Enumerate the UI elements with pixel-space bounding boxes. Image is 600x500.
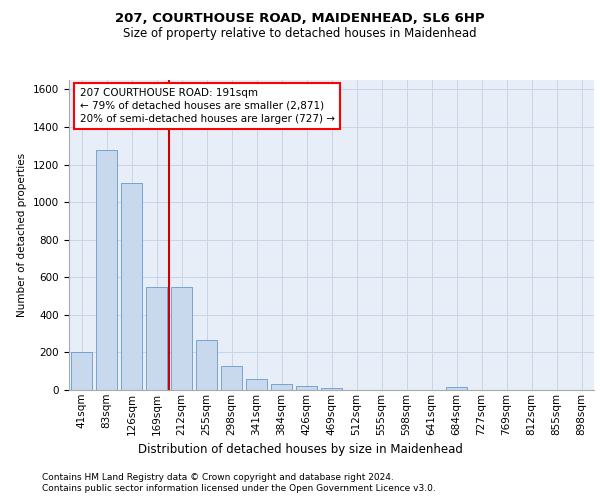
Y-axis label: Number of detached properties: Number of detached properties: [17, 153, 28, 317]
Bar: [196, 340, 217, 390]
Bar: [171, 286, 192, 390]
Text: Contains public sector information licensed under the Open Government Licence v3: Contains public sector information licen…: [42, 484, 436, 493]
Text: 207 COURTHOUSE ROAD: 191sqm
← 79% of detached houses are smaller (2,871)
20% of : 207 COURTHOUSE ROAD: 191sqm ← 79% of det…: [79, 88, 335, 124]
Bar: [146, 286, 167, 390]
Bar: [96, 150, 117, 390]
Bar: [121, 184, 142, 390]
Bar: [446, 387, 467, 390]
Bar: [221, 366, 242, 390]
Text: Contains HM Land Registry data © Crown copyright and database right 2024.: Contains HM Land Registry data © Crown c…: [42, 472, 394, 482]
Bar: [271, 384, 292, 390]
Bar: [321, 388, 342, 390]
Bar: [246, 378, 267, 390]
Text: 207, COURTHOUSE ROAD, MAIDENHEAD, SL6 6HP: 207, COURTHOUSE ROAD, MAIDENHEAD, SL6 6H…: [115, 12, 485, 26]
Text: Distribution of detached houses by size in Maidenhead: Distribution of detached houses by size …: [137, 442, 463, 456]
Bar: [71, 352, 92, 390]
Bar: [296, 386, 317, 390]
Text: Size of property relative to detached houses in Maidenhead: Size of property relative to detached ho…: [123, 28, 477, 40]
